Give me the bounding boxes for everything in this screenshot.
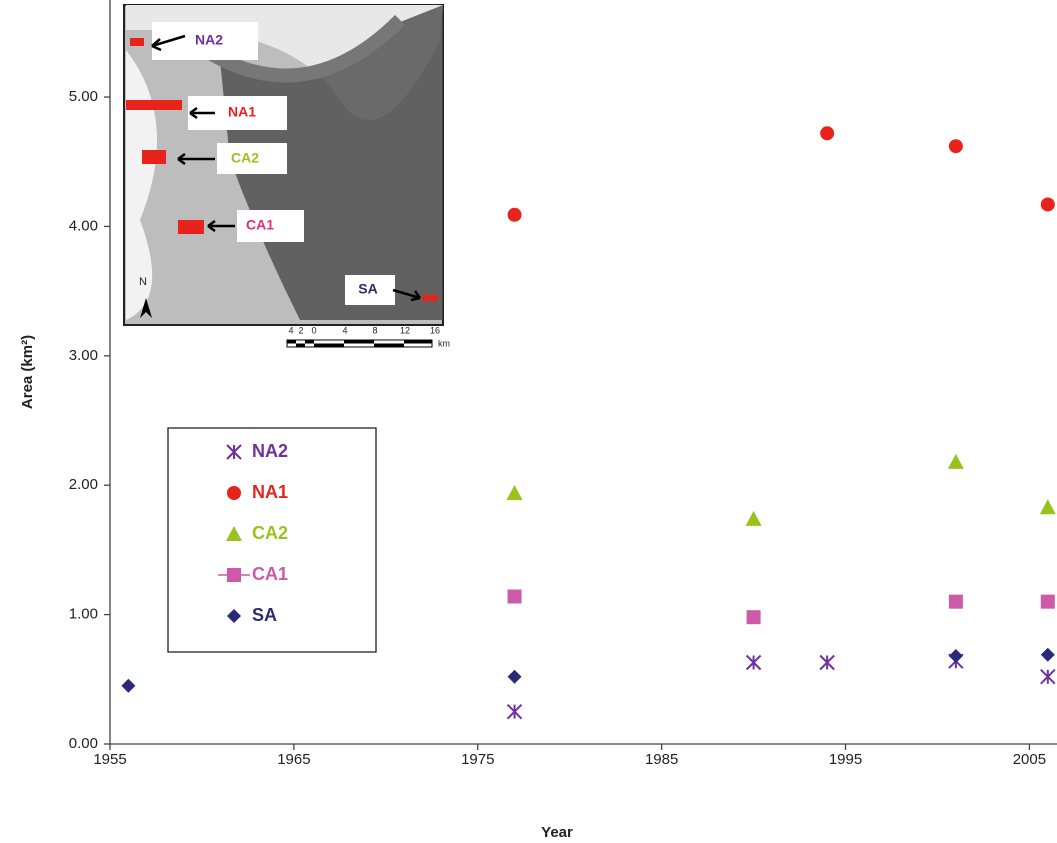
point <box>948 649 963 664</box>
inset-label: SA <box>358 281 377 297</box>
scale-tick-label: 2 <box>298 325 303 335</box>
point <box>121 678 136 693</box>
legend-label: CA1 <box>252 564 288 584</box>
scale-tick-label: 12 <box>400 325 410 335</box>
scale-tick-label: 0 <box>311 325 316 335</box>
point <box>507 589 522 604</box>
point <box>506 484 523 500</box>
legend-label: NA1 <box>252 482 288 502</box>
inset-label: NA2 <box>195 32 223 48</box>
scale-tick-label: 4 <box>342 325 347 335</box>
map-snow <box>126 50 158 320</box>
x-tick-label: 1965 <box>277 751 310 768</box>
point <box>1040 647 1055 662</box>
point <box>1040 669 1056 685</box>
x-axis-title: Year <box>541 824 573 841</box>
point <box>948 594 963 609</box>
y-tick-label: 4.00 <box>69 217 98 234</box>
legend-marker <box>227 486 241 500</box>
legend-label: SA <box>252 605 277 625</box>
legend-label: CA2 <box>252 523 288 543</box>
legend-marker <box>226 526 242 541</box>
legend <box>167 427 377 653</box>
point <box>507 669 522 684</box>
inset-map: NA2 NA1 CA2 CA1 SA N 4 2 0 4 8 12 16 km <box>123 4 450 348</box>
x-tick-label: 1975 <box>461 751 494 768</box>
inset-label: NA1 <box>228 104 256 120</box>
y-tick-label: 5.00 <box>69 88 98 105</box>
legend-marker <box>226 444 242 460</box>
scale-tick-label: 16 <box>430 325 440 335</box>
legend-marker <box>227 568 241 582</box>
scale-tick-label: 4 <box>288 325 293 335</box>
inset-label: CA2 <box>231 150 259 166</box>
point <box>745 654 762 671</box>
point <box>506 703 523 720</box>
y-tick-label: 2.00 <box>69 476 98 493</box>
y-axis-title: Area (km²) <box>19 335 36 409</box>
glacier-outlines <box>126 38 438 301</box>
arrows <box>151 34 422 302</box>
x-tick-label: 2005 <box>1013 751 1046 768</box>
scale-unit: km <box>438 338 450 348</box>
x-tick-label: 1985 <box>645 751 678 768</box>
y-tick-label: 0.00 <box>69 735 98 752</box>
inset-label: CA1 <box>246 217 274 233</box>
point <box>820 126 835 141</box>
point <box>819 654 835 671</box>
legend-label: NA2 <box>252 441 288 461</box>
point <box>948 139 963 154</box>
point <box>746 610 761 625</box>
scale-tick-label: 8 <box>372 325 377 335</box>
x-tick-label: 1955 <box>93 751 126 768</box>
point <box>507 207 522 222</box>
point <box>745 510 762 526</box>
point <box>947 453 964 469</box>
north-label: N <box>139 276 147 288</box>
y-tick-label: 1.00 <box>69 606 98 623</box>
point <box>1040 594 1055 609</box>
x-tick-label: 1995 <box>829 751 862 768</box>
north-arrow <box>140 298 152 318</box>
y-tick-label: 3.00 <box>69 347 98 364</box>
legend-marker <box>227 609 241 623</box>
point <box>1040 197 1055 212</box>
point <box>1039 499 1056 515</box>
